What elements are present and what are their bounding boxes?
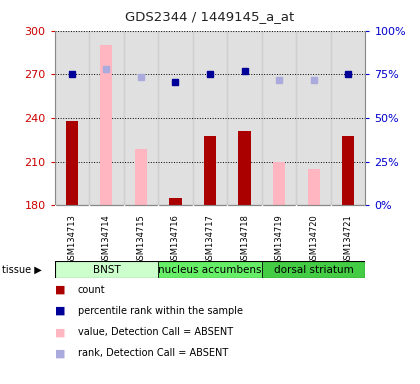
Text: BNST: BNST bbox=[92, 265, 120, 275]
Text: rank, Detection Call = ABSENT: rank, Detection Call = ABSENT bbox=[78, 348, 228, 358]
Text: GSM134718: GSM134718 bbox=[240, 214, 249, 265]
Bar bbox=[331, 31, 365, 205]
Text: GSM134720: GSM134720 bbox=[309, 214, 318, 265]
Bar bbox=[135, 149, 147, 205]
Bar bbox=[273, 162, 285, 205]
Bar bbox=[89, 31, 123, 205]
Bar bbox=[239, 131, 251, 205]
Bar bbox=[307, 169, 320, 205]
Bar bbox=[55, 261, 158, 278]
Text: GDS2344 / 1449145_a_at: GDS2344 / 1449145_a_at bbox=[126, 10, 294, 23]
Text: ■: ■ bbox=[55, 285, 65, 295]
Bar bbox=[158, 261, 262, 278]
Text: ■: ■ bbox=[55, 306, 65, 316]
Bar bbox=[297, 31, 331, 205]
Bar bbox=[158, 31, 193, 205]
Bar bbox=[342, 136, 354, 205]
Text: percentile rank within the sample: percentile rank within the sample bbox=[78, 306, 243, 316]
Bar bbox=[227, 31, 262, 205]
Bar bbox=[204, 136, 216, 205]
Text: count: count bbox=[78, 285, 105, 295]
Bar bbox=[100, 45, 113, 205]
Text: nucleus accumbens: nucleus accumbens bbox=[158, 265, 262, 275]
Text: GSM134716: GSM134716 bbox=[171, 214, 180, 265]
Text: GSM134713: GSM134713 bbox=[67, 214, 76, 265]
Text: GSM134714: GSM134714 bbox=[102, 214, 111, 265]
Bar bbox=[66, 121, 78, 205]
Text: GSM134715: GSM134715 bbox=[136, 214, 145, 265]
Bar bbox=[262, 31, 297, 205]
Bar bbox=[169, 198, 181, 205]
Text: ■: ■ bbox=[55, 348, 65, 358]
Text: tissue ▶: tissue ▶ bbox=[2, 265, 42, 275]
Bar bbox=[262, 261, 365, 278]
Bar bbox=[193, 31, 227, 205]
Text: GSM134721: GSM134721 bbox=[344, 214, 353, 265]
Text: GSM134719: GSM134719 bbox=[275, 214, 284, 265]
Text: value, Detection Call = ABSENT: value, Detection Call = ABSENT bbox=[78, 327, 233, 337]
Text: ■: ■ bbox=[55, 327, 65, 337]
Text: dorsal striatum: dorsal striatum bbox=[274, 265, 354, 275]
Text: GSM134717: GSM134717 bbox=[205, 214, 215, 265]
Bar bbox=[55, 31, 89, 205]
Bar bbox=[123, 31, 158, 205]
